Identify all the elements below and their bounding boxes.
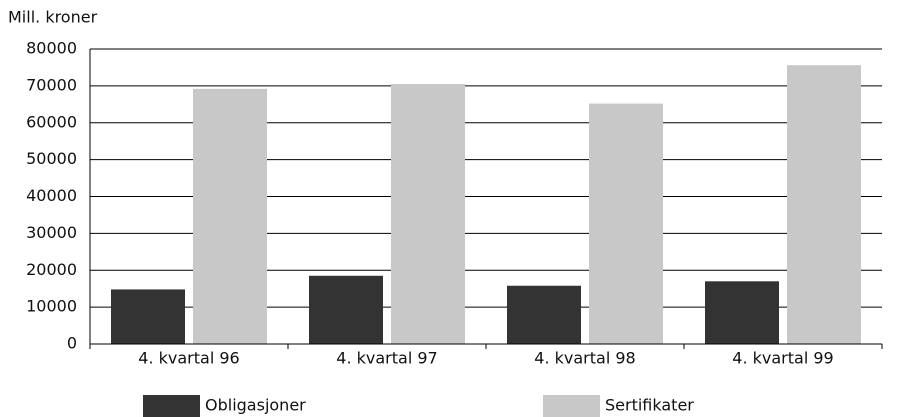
y-tick-label: 80000 <box>26 39 77 58</box>
x-tick-label: 4. kvartal 99 <box>732 349 833 368</box>
x-tick-label: 4. kvartal 96 <box>138 349 239 368</box>
legend-label: Sertifikater <box>605 396 694 415</box>
y-tick-label: 0 <box>67 334 77 353</box>
legend-swatch <box>143 395 200 417</box>
x-tick-label: 4. kvartal 97 <box>336 349 437 368</box>
x-tick-label: 4. kvartal 98 <box>534 349 635 368</box>
legend-label: Obligasjoner <box>205 396 306 415</box>
bar <box>391 84 465 344</box>
y-tick-label: 20000 <box>26 260 77 279</box>
bar <box>193 88 267 344</box>
bar <box>309 275 383 344</box>
y-tick-label: 50000 <box>26 149 77 168</box>
legend-swatch <box>543 395 600 417</box>
y-tick-label: 30000 <box>26 223 77 242</box>
bar <box>589 103 663 344</box>
bar <box>111 289 185 344</box>
y-axis-label: Mill. kroner <box>8 8 98 27</box>
bar <box>705 281 779 344</box>
bar <box>787 65 861 344</box>
y-tick-label: 60000 <box>26 112 77 131</box>
y-tick-label: 40000 <box>26 186 77 205</box>
bar <box>507 285 581 344</box>
y-tick-label: 70000 <box>26 75 77 94</box>
y-tick-label: 10000 <box>26 297 77 316</box>
